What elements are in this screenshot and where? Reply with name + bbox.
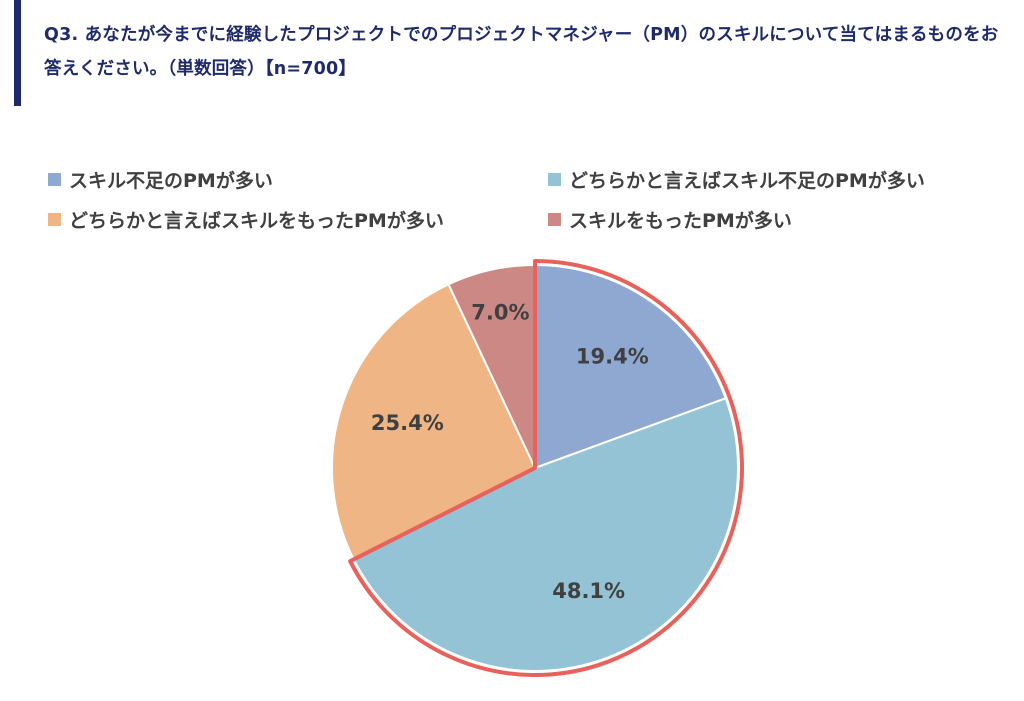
legend-swatch <box>548 213 561 226</box>
legend-swatch <box>48 213 61 226</box>
chart-legend: スキル不足のPMが多い どちらかと言えばスキル不足のPMが多い どちらかと言えば… <box>48 160 1008 240</box>
legend-item-skilled: スキルをもったPMが多い <box>548 206 792 233</box>
question-text: Q3. あなたが今までに経験したプロジェクトでのプロジェクトマネジャー（PM）の… <box>44 25 999 79</box>
accent-bar <box>14 0 21 106</box>
pie-label-somewhat-skilled: 25.4% <box>371 411 444 435</box>
legend-label: どちらかと言えばスキルをもったPMが多い <box>69 210 444 232</box>
pie-label-skilled: 7.0% <box>471 300 529 324</box>
legend-item-somewhat-lacking: どちらかと言えばスキル不足のPMが多い <box>548 166 925 193</box>
legend-label: どちらかと言えばスキル不足のPMが多い <box>569 170 925 192</box>
legend-swatch <box>48 173 61 186</box>
pie-label-skill-lacking: 19.4% <box>576 344 649 368</box>
pie-slice-skill-lacking <box>534 263 727 470</box>
legend-label: スキルをもったPMが多い <box>569 210 792 232</box>
legend-label: スキル不足のPMが多い <box>69 170 273 192</box>
legend-item-skill-lacking: スキル不足のPMが多い <box>48 166 273 193</box>
pie-label-somewhat-lacking: 48.1% <box>552 579 625 603</box>
highlight-outline <box>348 259 744 677</box>
legend-item-somewhat-skilled: どちらかと言えばスキルをもったPMが多い <box>48 206 444 233</box>
pie-slice-somewhat-skilled <box>331 283 537 561</box>
legend-swatch <box>548 173 561 186</box>
pie-slice-somewhat-lacking <box>352 396 739 672</box>
